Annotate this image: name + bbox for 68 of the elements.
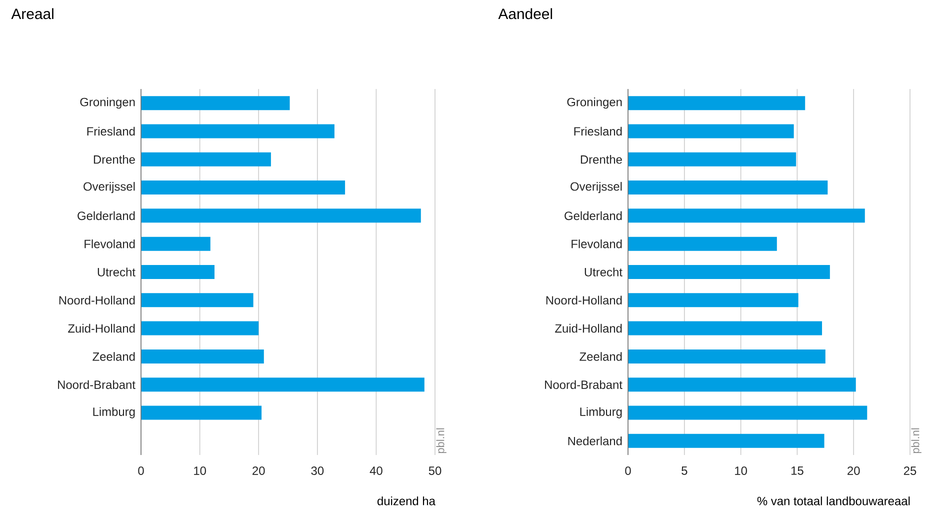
- y-tick-label: Limburg: [93, 407, 135, 418]
- y-tick-label: Gelderland: [78, 211, 135, 220]
- bar: [628, 152, 796, 166]
- bar: [628, 208, 865, 223]
- chart-title: Areaal: [11, 8, 54, 20]
- bar: [141, 378, 424, 392]
- y-tick-label: Flevoland: [572, 239, 622, 248]
- y-tick-label: Noord-Brabant: [545, 380, 622, 389]
- x-tick-label: 25: [904, 466, 916, 475]
- y-tick-label: Utrecht: [98, 268, 136, 276]
- bar: [141, 321, 259, 336]
- bar: [628, 349, 826, 364]
- bar: [628, 236, 777, 251]
- x-tick-label: 15: [791, 466, 804, 475]
- x-tick-label: 10: [194, 466, 206, 475]
- x-tick-label: 0: [138, 466, 144, 475]
- bar: [628, 321, 822, 336]
- y-tick-label: Flevoland: [84, 239, 135, 248]
- bar: [628, 264, 830, 279]
- y-tick-label: Gelderland: [564, 211, 622, 220]
- x-tick-label: 50: [428, 466, 442, 475]
- bar: [628, 434, 824, 448]
- y-tick-label: Noord-Brabant: [58, 380, 136, 389]
- text: pbl.nl: [911, 428, 922, 454]
- x-tick-label: 10: [735, 466, 747, 475]
- y-tick-label: Overijssel: [570, 182, 622, 194]
- bar: [141, 293, 254, 308]
- x-tick-label: 5: [682, 466, 688, 475]
- y-tick-label: Nederland: [568, 436, 622, 446]
- bar: [141, 152, 271, 166]
- y-tick-label: Zuid-Holland: [68, 324, 135, 333]
- y-tick-label: Zeeland: [580, 352, 622, 361]
- x-axis-title: % van totaal landbouwareaal: [757, 496, 910, 506]
- bar: [141, 208, 421, 223]
- x-tick-label: 30: [311, 466, 324, 475]
- y-tick-label: Drenthe: [94, 154, 135, 164]
- bar: [628, 96, 806, 110]
- chart-title: Aandeel: [498, 8, 552, 20]
- bar: [628, 180, 828, 195]
- y-tick-label: Friesland: [574, 126, 622, 136]
- y-tick-label: Drenthe: [580, 154, 622, 164]
- x-tick-label: 20: [848, 466, 860, 475]
- bar: [141, 236, 210, 251]
- y-tick-label: Groningen: [80, 98, 135, 109]
- bar: [628, 406, 868, 420]
- bar: [141, 124, 334, 138]
- bar: [141, 349, 264, 364]
- x-tick-label: 40: [370, 466, 382, 475]
- bar: [141, 406, 262, 420]
- x-tick-label: 20: [252, 466, 265, 475]
- y-tick-label: Zuid-Holland: [555, 324, 622, 333]
- y-tick-label: Noord-Holland: [59, 296, 135, 305]
- bar: [141, 180, 346, 195]
- y-tick-label: Utrecht: [584, 268, 622, 276]
- bar: [628, 293, 798, 308]
- y-tick-label: Groningen: [567, 98, 622, 109]
- bar: [628, 378, 856, 392]
- y-tick-label: Noord-Holland: [546, 296, 622, 305]
- y-tick-label: Limburg: [580, 407, 622, 418]
- bar: [628, 124, 794, 138]
- bar: [141, 264, 215, 279]
- y-tick-label: Overijssel: [84, 182, 135, 194]
- x-axis-title: duizend ha: [377, 496, 436, 506]
- text: pbl.nl: [436, 428, 446, 454]
- y-tick-label: Friesland: [87, 126, 135, 136]
- y-tick-label: Zeeland: [92, 352, 135, 361]
- x-tick-label: 0: [625, 466, 631, 475]
- bar: [141, 96, 290, 110]
